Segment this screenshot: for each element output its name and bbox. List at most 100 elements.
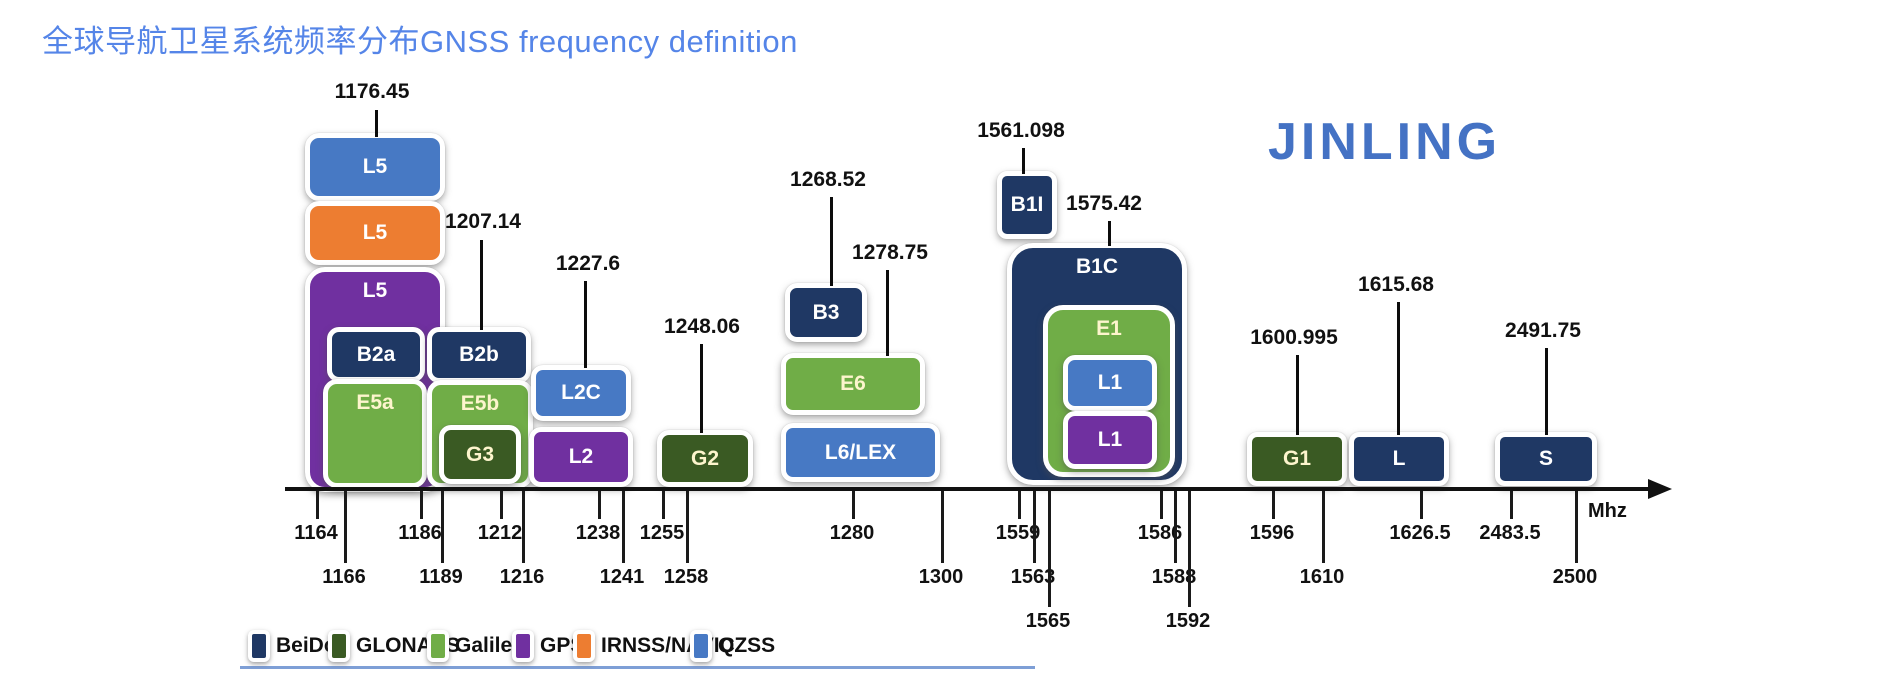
- legend-swatch-gps: [512, 630, 534, 662]
- marker-line-1207.14: [480, 240, 483, 330]
- tick-1626.5: [1420, 491, 1423, 519]
- band-label: L: [1392, 447, 1406, 470]
- tick-label-1189: 1189: [419, 566, 463, 588]
- band-e6-galileo: E6: [781, 353, 925, 415]
- band-label: E5b: [460, 392, 500, 415]
- tick-1212: [500, 491, 503, 519]
- tick-label-1216: 1216: [499, 566, 545, 588]
- tick-label-1164: 1164: [294, 522, 338, 544]
- legend-swatch-irnss: [573, 630, 595, 662]
- band-label: S: [1538, 447, 1553, 470]
- band-label: B2b: [459, 343, 499, 366]
- band-label: E5a: [356, 391, 394, 414]
- tick-1559: [1018, 491, 1021, 519]
- band-l5-irnss: L5: [305, 201, 445, 265]
- band-e5a-galileo: E5a: [323, 379, 427, 488]
- tick-1255: [662, 491, 665, 519]
- legend-label-galileo: Galileo: [455, 634, 526, 657]
- band-label: B3: [812, 300, 840, 324]
- marker-label-2491.75: 2491.75: [1505, 319, 1581, 342]
- band-label: L1: [1097, 428, 1123, 451]
- axis-line: [285, 487, 1648, 491]
- band-label: G2: [690, 446, 719, 470]
- legend-label-qzss: QZSS: [718, 634, 776, 657]
- band-label: L5: [362, 155, 388, 178]
- tick-2483.5: [1510, 491, 1513, 519]
- legend-swatch-qzss: [690, 630, 712, 662]
- brand-logo-jinling: JINLING: [1268, 113, 1502, 171]
- tick-1258: [686, 491, 689, 563]
- legend-label-irnss: IRNSS/NAVIC: [601, 634, 735, 657]
- legend-swatch-glonass: [328, 630, 350, 662]
- band-g3-glonass: G3: [439, 425, 521, 484]
- marker-label-1600.995: 1600.995: [1250, 326, 1338, 349]
- marker-label-1575.42: 1575.42: [1066, 192, 1142, 215]
- tick-1280: [852, 491, 855, 519]
- band-label: L2: [568, 445, 594, 468]
- marker-label-1561.098: 1561.098: [977, 119, 1065, 142]
- band-l6-lex-qzss: L6/LEX: [781, 423, 940, 482]
- band-label: G3: [465, 442, 494, 466]
- tick-label-1212: 1212: [477, 522, 523, 544]
- tick-label-1565: 1565: [1025, 610, 1071, 632]
- legend-swatch-galileo: [427, 630, 449, 662]
- tick-1238: [598, 491, 601, 519]
- legend-underline: [240, 666, 1035, 669]
- tick-label-1258: 1258: [663, 566, 709, 588]
- band-g2-glonass: G2: [657, 430, 753, 487]
- band-label: E1: [1096, 317, 1122, 340]
- band-label: L5: [362, 221, 388, 244]
- legend-swatch-beidou: [248, 630, 270, 662]
- marker-label-1248.06: 1248.06: [664, 315, 740, 338]
- axis-unit-label: Mhz: [1588, 500, 1627, 522]
- tick-label-1588: 1588: [1151, 566, 1197, 588]
- tick-1610: [1322, 491, 1325, 563]
- marker-label-1227.6: 1227.6: [555, 252, 621, 275]
- tick-1300: [941, 491, 944, 563]
- band-l1-gps: L1: [1063, 411, 1157, 469]
- marker-label-1268.52: 1268.52: [790, 168, 866, 191]
- band-b2a-beidou: B2a: [327, 327, 425, 382]
- tick-label-1300: 1300: [918, 566, 964, 588]
- band-l1-qzss: L1: [1063, 355, 1157, 411]
- band-l5-qzss: L5: [305, 133, 445, 201]
- marker-line-1575.42: [1108, 221, 1111, 246]
- band-label: L2C: [561, 381, 601, 404]
- axis-arrow-icon: [1648, 479, 1672, 499]
- band-label: G1: [1282, 447, 1311, 470]
- marker-line-2491.75: [1545, 348, 1548, 435]
- tick-label-1563: 1563: [1010, 566, 1056, 588]
- band-label: B1I: [1010, 193, 1044, 216]
- tick-label-1238: 1238: [575, 522, 621, 544]
- tick-1189: [441, 491, 444, 563]
- marker-label-1176.45: 1176.45: [334, 80, 410, 103]
- tick-label-1592: 1592: [1165, 610, 1211, 632]
- tick-1596: [1272, 491, 1275, 519]
- band-b3-beidou: B3: [785, 283, 867, 342]
- tick-1216: [522, 491, 525, 563]
- tick-label-1241: 1241: [599, 566, 645, 588]
- band-l-beidou: L: [1349, 432, 1449, 486]
- tick-1565: [1048, 491, 1051, 607]
- band-g1-glonass: G1: [1247, 432, 1347, 486]
- marker-line-1248.06: [700, 344, 703, 433]
- marker-line-1615.68: [1397, 302, 1400, 435]
- tick-1241: [622, 491, 625, 563]
- band-s-beidou: S: [1495, 432, 1597, 486]
- band-label: B1C: [1075, 255, 1118, 278]
- marker-line-1600.995: [1296, 355, 1299, 435]
- tick-2500: [1575, 491, 1578, 563]
- band-l2c-qzss: L2C: [531, 365, 631, 421]
- marker-line-1561.098: [1022, 148, 1025, 174]
- band-label: L1: [1097, 371, 1123, 394]
- marker-line-1176.45: [375, 110, 378, 137]
- tick-label-1186: 1186: [398, 522, 442, 544]
- page-title: 全球导航卫星系统频率分布GNSS frequency definition: [42, 24, 798, 59]
- tick-label-1626.5: 1626.5: [1389, 522, 1451, 544]
- tick-label-1610: 1610: [1299, 566, 1345, 588]
- band-label: L5: [362, 279, 388, 302]
- band-l2-gps: L2: [529, 427, 633, 487]
- tick-label-2483.5: 2483.5: [1479, 522, 1541, 544]
- marker-label-1207.14: 1207.14: [445, 210, 521, 233]
